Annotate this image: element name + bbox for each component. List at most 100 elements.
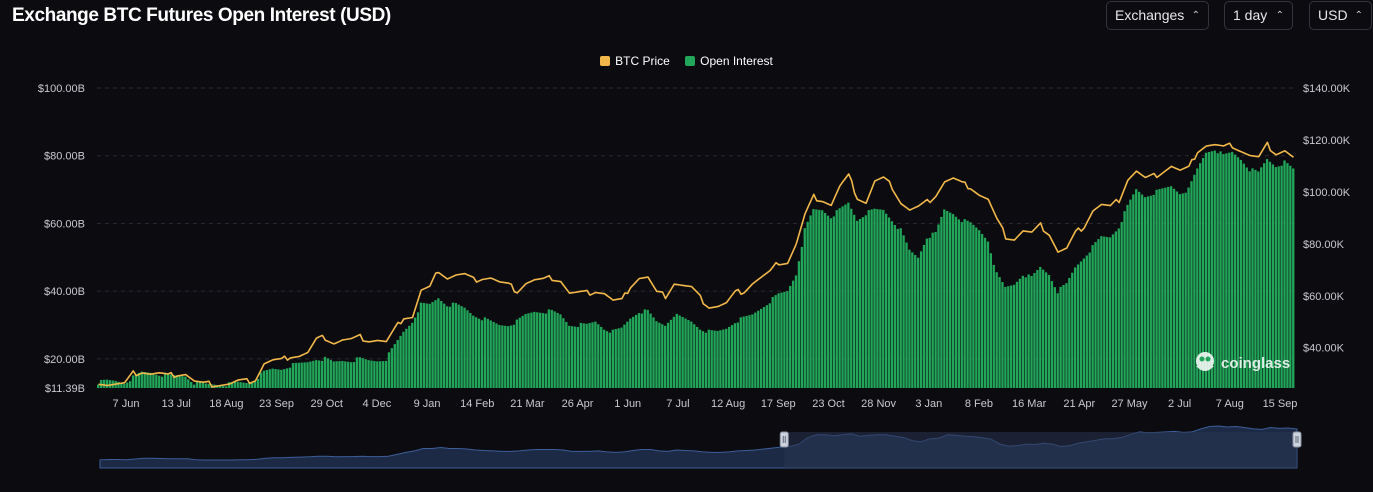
open-interest-bar: [818, 209, 821, 388]
open-interest-bar: [928, 237, 931, 388]
open-interest-bar: [1201, 157, 1205, 388]
open-interest-bar: [597, 324, 600, 388]
open-interest-bar: [1292, 168, 1295, 388]
open-interest-bar: [652, 317, 655, 388]
open-interest-bar: [1012, 284, 1016, 388]
open-interest-bar: [626, 321, 629, 388]
open-interest-bar: [1039, 267, 1042, 388]
open-interest-bar: [1265, 159, 1269, 388]
open-interest-bar: [210, 384, 213, 388]
open-interest-bar: [632, 316, 635, 388]
x-axis-tick-label: 18 Aug: [209, 398, 243, 410]
x-axis-tick-label: 14 Feb: [460, 398, 494, 410]
open-interest-bar: [1248, 171, 1251, 388]
open-interest-bar: [727, 326, 731, 388]
open-interest-bar: [847, 202, 850, 388]
open-interest-bar: [1219, 151, 1222, 388]
open-interest-bar: [655, 321, 658, 388]
x-axis-tick-label: 21 Apr: [1063, 398, 1095, 410]
open-interest-bar: [521, 315, 524, 388]
open-interest-bar: [376, 361, 379, 388]
open-interest-bar: [1239, 159, 1243, 388]
chevron-up-down-icon: ⌃: [1354, 10, 1363, 21]
open-interest-bar: [675, 313, 678, 388]
open-interest-bar: [204, 383, 207, 388]
open-interest-bar: [387, 352, 391, 388]
open-interest-bar: [1231, 151, 1234, 388]
open-interest-bar: [146, 372, 149, 388]
open-interest-bar: [745, 315, 748, 388]
x-axis: 7 Jun 13 Jul 18 Aug 23 Sep 29 Oct 4 Dec 9 Jan 1…: [113, 398, 1298, 410]
open-interest-bar: [614, 329, 617, 388]
open-interest-bar: [803, 228, 806, 388]
open-interest-bar: [681, 317, 684, 388]
open-interest-bar: [1085, 255, 1088, 388]
open-interest-bar: [634, 314, 638, 388]
open-interest-bar: [1146, 196, 1150, 388]
open-interest-bar: [239, 382, 242, 388]
watermark: coinglass: [1196, 352, 1290, 372]
open-interest-bar: [946, 211, 949, 388]
open-interest-bar: [1132, 194, 1135, 388]
open-interest-bar: [1114, 231, 1118, 388]
open-interest-bar: [1277, 166, 1280, 388]
currency-select[interactable]: USD ⌃: [1309, 1, 1372, 30]
open-interest-bar: [1079, 261, 1083, 388]
x-axis-tick-label: 8 Feb: [965, 398, 993, 410]
open-interest-bar: [757, 310, 760, 388]
open-interest-bar: [876, 209, 879, 388]
navigator-window[interactable]: [784, 432, 1297, 468]
drag-handle-icon[interactable]: [1292, 431, 1302, 448]
open-interest-bar: [986, 241, 990, 388]
legend-item-price[interactable]: BTC Price: [600, 54, 670, 68]
open-interest-bar: [187, 379, 190, 388]
legend-item-open-interest[interactable]: Open Interest: [685, 54, 773, 68]
open-interest-bar: [1068, 277, 1071, 388]
open-interest-bar: [134, 374, 138, 388]
open-interest-bar: [312, 360, 315, 388]
open-interest-bar: [230, 382, 234, 388]
open-interest-bar: [190, 381, 193, 388]
open-interest-bar: [550, 309, 553, 388]
open-interest-bar: [475, 317, 478, 388]
open-interest-bar: [1106, 236, 1109, 388]
open-interest-bar: [1289, 165, 1292, 388]
open-interest-bar: [268, 369, 271, 388]
chevron-up-down-icon: ⌃: [1275, 10, 1284, 21]
open-interest-bar: [573, 326, 577, 388]
open-interest-bar: [998, 277, 1001, 388]
left-axis: $11.39B $20.00B $40.00B $60.00B $80.00B $100.…: [38, 83, 85, 395]
drag-handle-icon[interactable]: [779, 431, 789, 448]
open-interest-bar: [169, 374, 172, 388]
open-interest-bar: [408, 325, 411, 388]
open-interest-bar: [335, 361, 338, 388]
legend-label-open-interest: Open Interest: [700, 54, 773, 68]
open-interest-bar: [160, 376, 164, 388]
open-interest-bar: [736, 322, 740, 388]
open-interest-bar: [765, 305, 769, 388]
right-axis: $40.00K $60.00K $80.00K $100.00K $120.00K $14…: [1303, 83, 1351, 355]
open-interest-bar: [678, 315, 681, 388]
price-line-layer: [98, 141, 1294, 388]
open-interest-bar: [344, 361, 347, 388]
open-interest-bar: [1050, 281, 1054, 388]
open-interest-bar: [370, 360, 373, 388]
open-interest-bar: [390, 348, 393, 388]
open-interest-bar: [297, 362, 300, 388]
open-interest-bar: [1158, 189, 1161, 388]
open-interest-bar: [754, 312, 757, 388]
interval-select[interactable]: 1 day ⌃: [1224, 1, 1293, 30]
open-interest-bar: [1184, 192, 1187, 388]
right-axis-tick-label: $140.00K: [1303, 83, 1351, 95]
open-interest-bar: [259, 372, 263, 388]
open-interest-bar: [140, 371, 143, 388]
exchanges-select[interactable]: Exchanges ⌃: [1106, 1, 1209, 30]
open-interest-bar: [809, 215, 812, 388]
open-interest-bar: [1149, 195, 1152, 388]
open-interest-bar: [364, 359, 367, 388]
open-interest-bar: [995, 272, 998, 388]
open-interest-bar: [149, 372, 152, 388]
open-interest-bar: [980, 233, 984, 388]
open-interest-bar: [832, 216, 835, 388]
open-interest-bar: [931, 232, 934, 388]
